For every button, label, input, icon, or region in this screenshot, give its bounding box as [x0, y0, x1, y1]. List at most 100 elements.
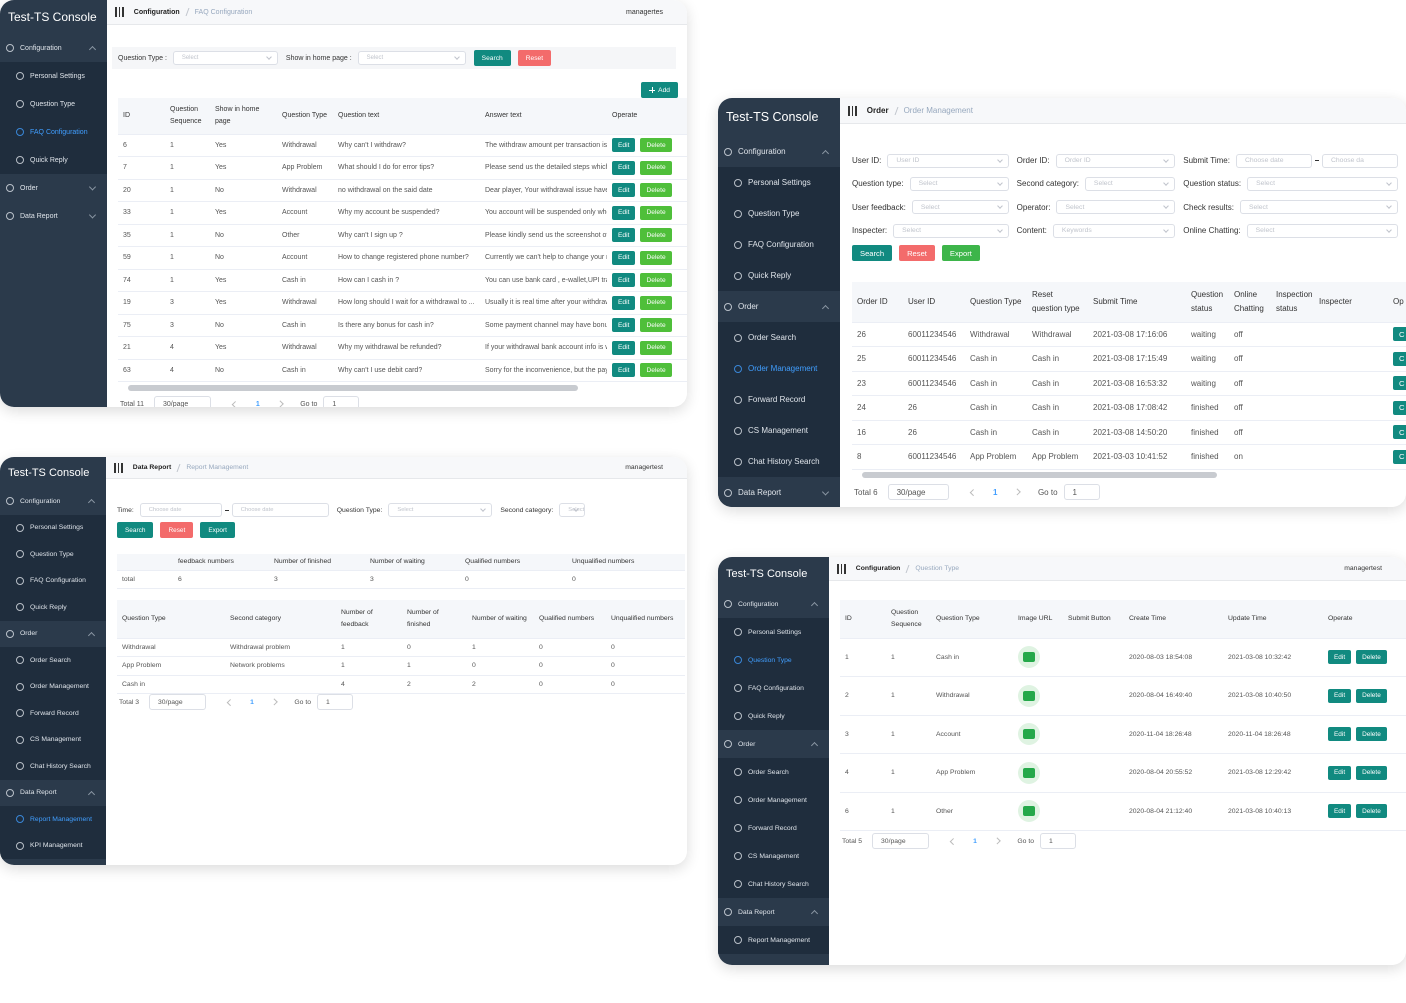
- menu-item[interactable]: Question Type: [718, 646, 829, 674]
- filter-input[interactable]: Select: [1239, 200, 1399, 215]
- prev-page[interactable]: [949, 837, 957, 845]
- goto-input[interactable]: 1: [1040, 833, 1077, 849]
- menu-item[interactable]: Personal Settings: [718, 618, 829, 646]
- menu-item[interactable]: FAQ Configuration: [718, 229, 840, 260]
- filter-input[interactable]: Choose date: [139, 503, 222, 517]
- filter-input[interactable]: Select: [1084, 176, 1176, 191]
- row-button[interactable]: Delete: [640, 363, 672, 378]
- row-button[interactable]: Edit: [1328, 804, 1352, 819]
- prev-page[interactable]: [232, 400, 239, 407]
- menu-toggle[interactable]: [848, 105, 857, 116]
- menu-item[interactable]: Order Search: [718, 758, 829, 786]
- action-button[interactable]: Reset: [899, 245, 935, 261]
- user-name[interactable]: managertes: [626, 8, 663, 16]
- filter-input[interactable]: Order ID: [1055, 153, 1176, 168]
- row-button[interactable]: Edit: [612, 318, 636, 333]
- menu-group[interactable]: Order: [0, 174, 107, 202]
- filter-input[interactable]: Select: [172, 51, 278, 65]
- row-button[interactable]: Edit: [1328, 650, 1352, 665]
- menu-item[interactable]: Report Management: [718, 926, 829, 954]
- menu-group[interactable]: Data Report: [0, 779, 106, 806]
- menu-toggle[interactable]: [114, 462, 123, 473]
- action-button[interactable]: Reset: [517, 50, 552, 66]
- row-button[interactable]: Delete: [640, 250, 672, 265]
- row-button[interactable]: Edit: [612, 273, 636, 288]
- menu-item[interactable]: FAQ Configuration: [718, 674, 829, 702]
- row-button[interactable]: Delete: [640, 205, 672, 220]
- filter-input[interactable]: Choose date: [1235, 153, 1312, 168]
- row-button[interactable]: Delete: [640, 295, 672, 310]
- goto-input[interactable]: 1: [1063, 484, 1100, 500]
- menu-toggle[interactable]: [837, 563, 846, 574]
- row-button[interactable]: Delete: [640, 318, 672, 333]
- menu-group[interactable]: Configuration: [0, 488, 106, 515]
- menu-group[interactable]: Data Report: [718, 477, 840, 507]
- filter-input[interactable]: Select: [1056, 200, 1176, 215]
- row-button[interactable]: C: [1393, 449, 1406, 464]
- menu-item[interactable]: KPI Management: [0, 832, 106, 859]
- current-page[interactable]: 1: [255, 400, 260, 408]
- page-size[interactable]: 30/page: [154, 396, 212, 407]
- row-button[interactable]: Delete: [640, 183, 672, 198]
- menu-group[interactable]: Configuration: [718, 590, 829, 618]
- next-page[interactable]: [276, 400, 284, 407]
- menu-group[interactable]: Order: [718, 291, 840, 322]
- goto-input[interactable]: 1: [323, 396, 360, 407]
- prev-page[interactable]: [226, 698, 234, 706]
- goto-input[interactable]: 1: [317, 694, 354, 710]
- menu-item[interactable]: Chat History Search: [718, 446, 840, 477]
- user-name[interactable]: managertest: [625, 464, 663, 471]
- menu-item[interactable]: Question Type: [0, 90, 107, 118]
- menu-item[interactable]: Order Management: [718, 353, 840, 384]
- menu-item[interactable]: Forward Record: [718, 384, 840, 415]
- row-button[interactable]: Edit: [612, 250, 636, 265]
- row-button[interactable]: Edit: [612, 363, 636, 378]
- menu-group[interactable]: Configuration: [718, 136, 840, 167]
- menu-item[interactable]: Quick Reply: [0, 146, 107, 174]
- next-page[interactable]: [270, 698, 278, 706]
- menu-item[interactable]: Order Search: [0, 647, 106, 674]
- user-name[interactable]: managertest: [1344, 565, 1382, 572]
- menu-item[interactable]: FAQ Configuration: [0, 118, 107, 146]
- filter-input[interactable]: Select: [909, 176, 1009, 191]
- filter-input[interactable]: Keywords: [1052, 223, 1176, 238]
- row-button[interactable]: C: [1393, 327, 1406, 342]
- row-button[interactable]: Delete: [640, 228, 672, 243]
- filter-input[interactable]: User ID: [887, 153, 1009, 168]
- menu-item[interactable]: Chat History Search: [0, 753, 106, 780]
- row-button[interactable]: Delete: [640, 340, 672, 355]
- menu-item[interactable]: Chat History Search: [718, 870, 829, 898]
- menu-group[interactable]: Order: [718, 730, 829, 758]
- menu-item[interactable]: CS Management: [718, 842, 829, 870]
- row-button[interactable]: Edit: [612, 160, 636, 175]
- menu-item[interactable]: CS Management: [718, 415, 840, 446]
- current-page[interactable]: 1: [250, 698, 254, 706]
- row-button[interactable]: Edit: [612, 228, 636, 243]
- menu-item[interactable]: Personal Settings: [0, 514, 106, 541]
- menu-item[interactable]: Quick Reply: [718, 702, 829, 730]
- menu-item[interactable]: Question Type: [0, 541, 106, 568]
- next-page[interactable]: [993, 837, 1001, 845]
- menu-item[interactable]: FAQ Configuration: [0, 567, 106, 594]
- menu-group[interactable]: Data Report: [0, 202, 107, 230]
- menu-item[interactable]: Order Management: [718, 786, 829, 814]
- action-button[interactable]: Search: [473, 50, 511, 66]
- menu-item[interactable]: Order Management: [0, 673, 106, 700]
- row-button[interactable]: Edit: [1328, 688, 1352, 703]
- page-size[interactable]: 30/page: [872, 833, 929, 849]
- row-button[interactable]: Edit: [612, 295, 636, 310]
- menu-item[interactable]: CS Management: [0, 726, 106, 753]
- row-button[interactable]: Edit: [1328, 765, 1352, 780]
- action-button[interactable]: Reset: [160, 522, 194, 538]
- menu-item[interactable]: Question Type: [718, 198, 840, 229]
- filter-input[interactable]: Select: [1246, 223, 1399, 238]
- row-button[interactable]: Edit: [612, 183, 636, 198]
- menu-item[interactable]: Order Search: [718, 322, 840, 353]
- row-button[interactable]: Delete: [1356, 650, 1387, 665]
- row-button[interactable]: Edit: [612, 205, 636, 220]
- row-button[interactable]: Delete: [640, 160, 672, 175]
- filter-input[interactable]: Select: [388, 503, 493, 517]
- row-button[interactable]: Delete: [1356, 765, 1387, 780]
- row-button[interactable]: Edit: [612, 340, 636, 355]
- row-button[interactable]: C: [1393, 376, 1406, 391]
